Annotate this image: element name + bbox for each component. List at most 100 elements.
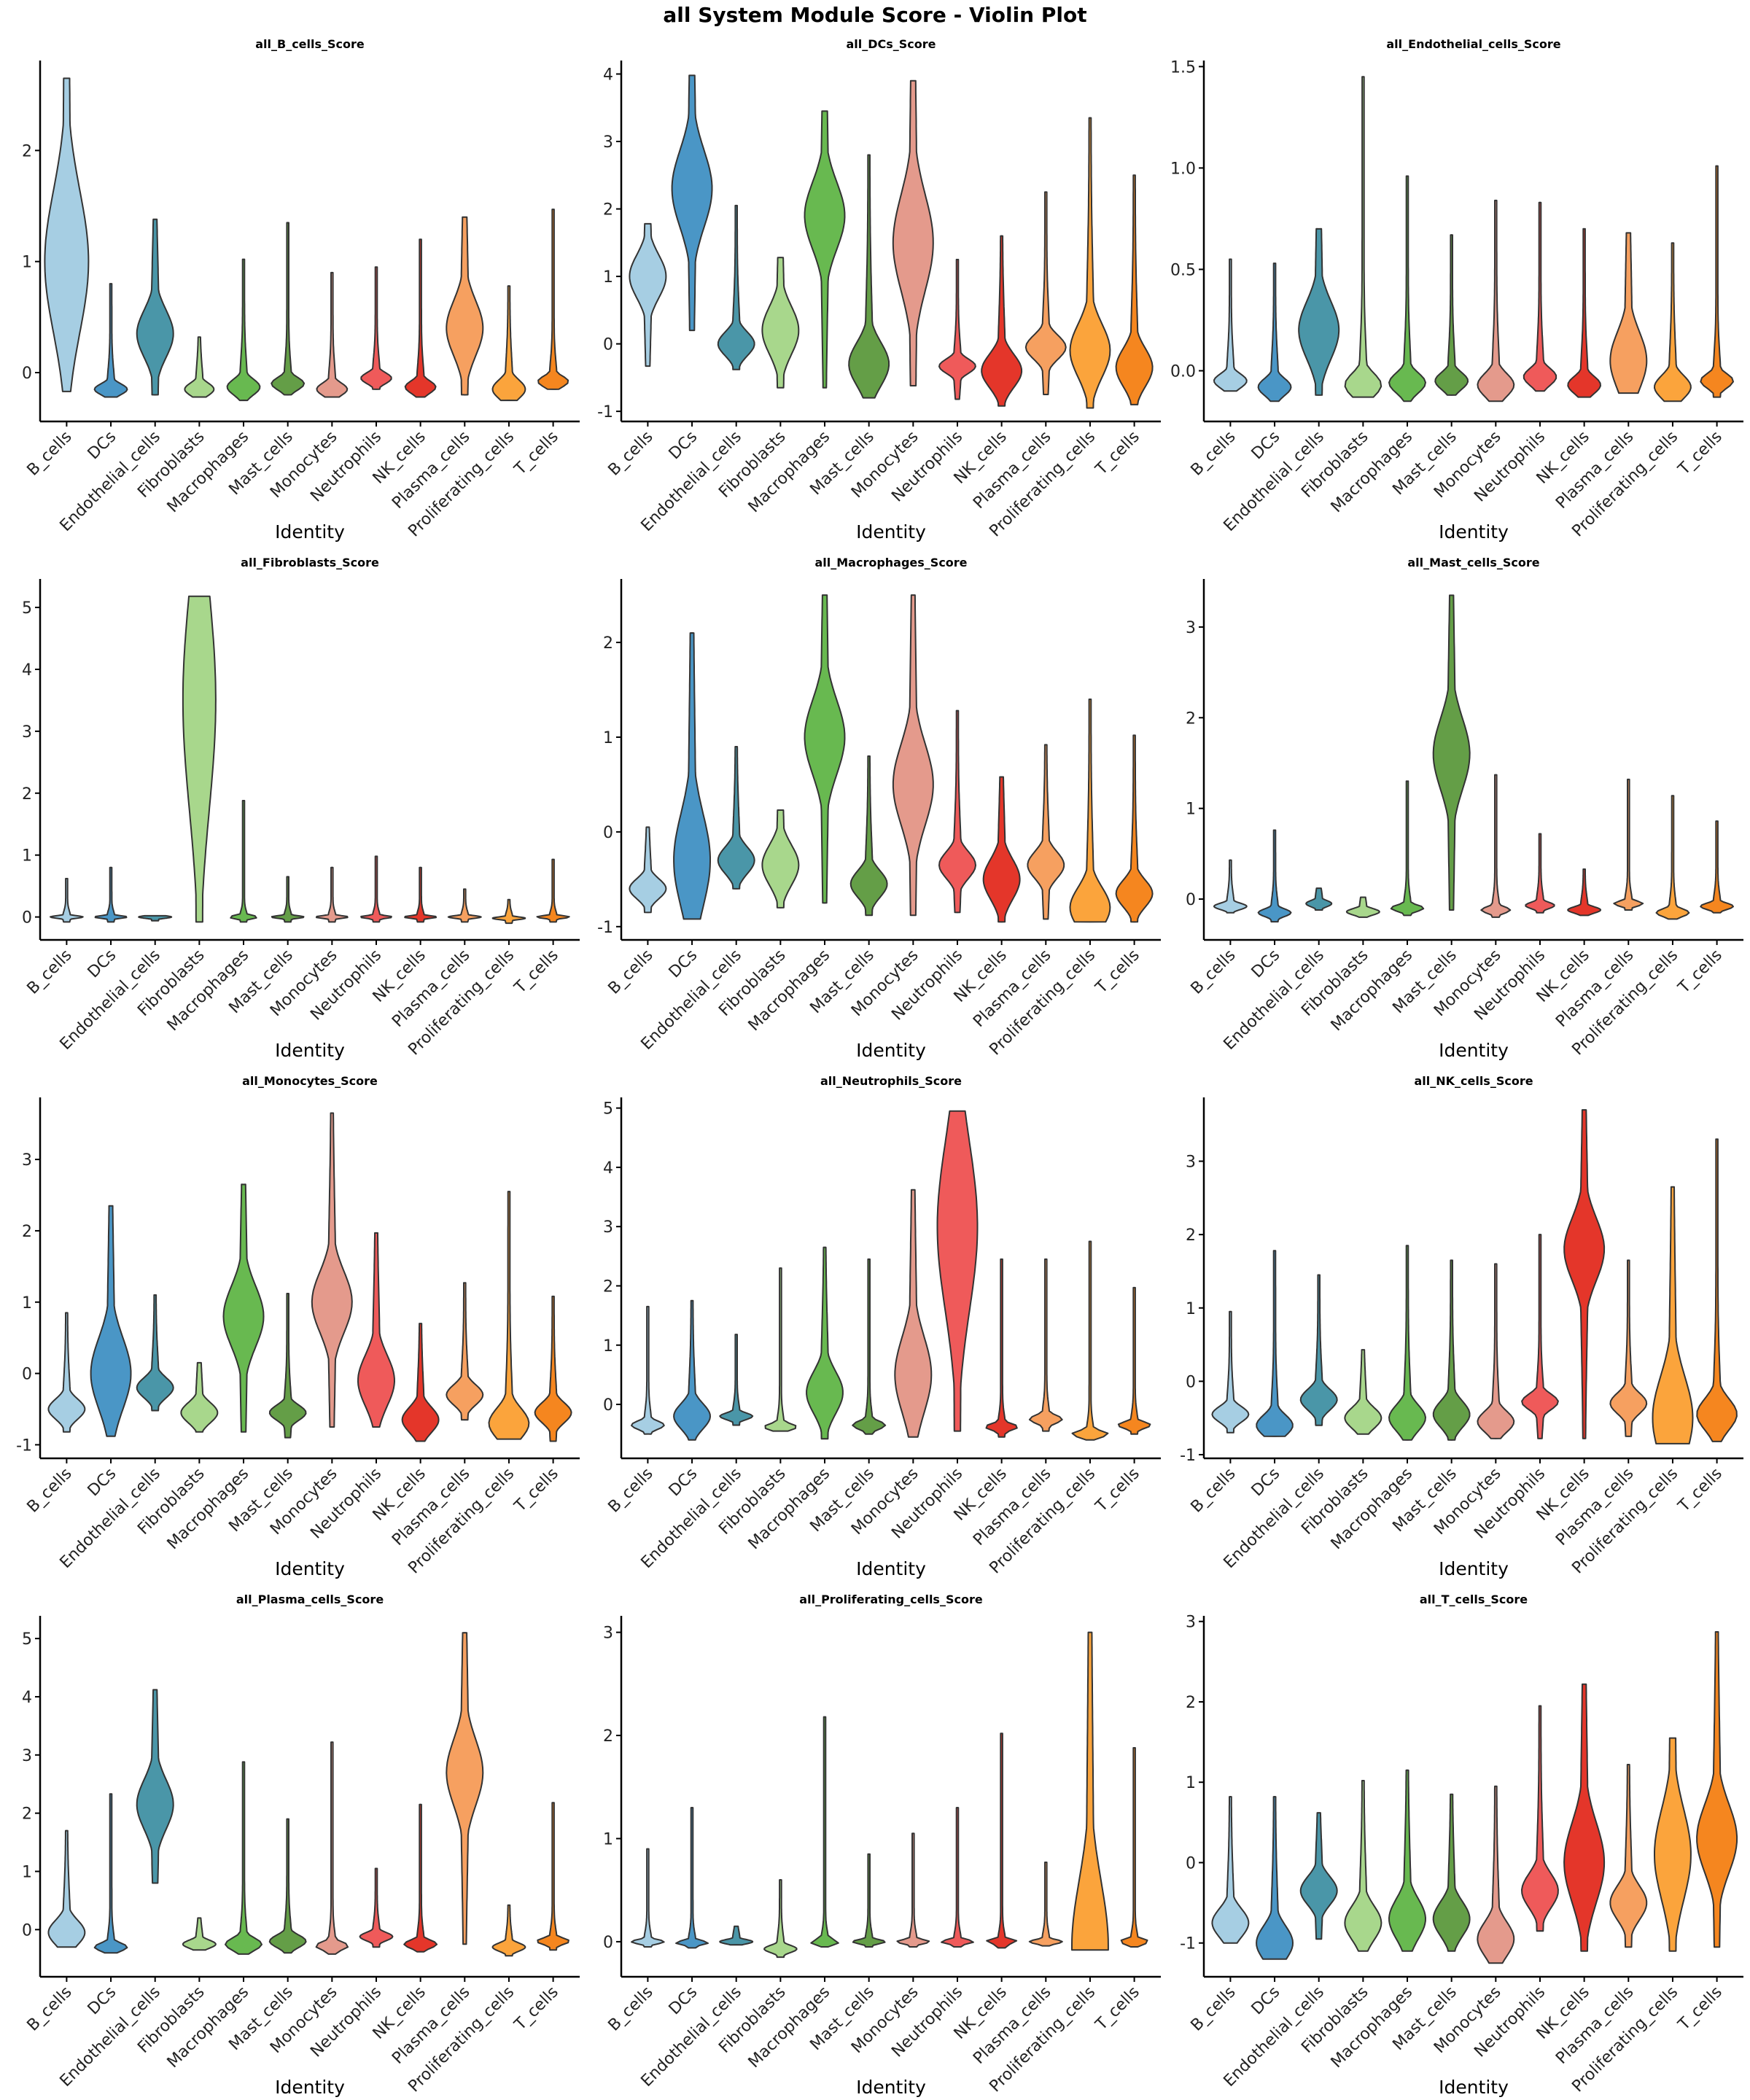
violin-Macrophages [804, 110, 846, 389]
violin-Neutrophils [938, 258, 976, 400]
violin-Neutrophils [1521, 1705, 1559, 1932]
violin-Plasma_cells [1609, 232, 1648, 394]
y-tick-label: 4 [22, 661, 32, 680]
x-tick-label: Plasma_cells [970, 1465, 1054, 1549]
y-tick-label: 3 [22, 723, 32, 742]
x-tick-label: T_cells [1674, 1983, 1726, 2035]
x-axis-title: Identity [1439, 1558, 1509, 1579]
x-tick-label: DCs [666, 946, 701, 982]
y-tick-label: 3 [603, 1218, 613, 1237]
violin-Fibroblasts [761, 257, 800, 389]
violin-Plasma_cells [1609, 1259, 1648, 1437]
x-tick-label: T_cells [1092, 1465, 1143, 1517]
x-axis-title: Identity [856, 2077, 926, 2098]
violin-NK_cells [401, 1323, 440, 1442]
x-tick-label: Plasma_cells [1552, 946, 1637, 1031]
y-tick-label: 4 [22, 1689, 32, 1707]
violin-Monocytes [892, 594, 934, 917]
violin-Mast_cells [271, 876, 305, 923]
y-tick-label: 1 [22, 1294, 32, 1312]
violin-B_cells [47, 1829, 86, 1948]
y-tick-label: 0 [22, 909, 32, 928]
panel-title: all_Plasma_cells_Score [236, 1592, 384, 1606]
y-tick-label: 3 [603, 1625, 613, 1643]
violin-NK_cells [1563, 1683, 1606, 1952]
violin-Neutrophils [1521, 1234, 1559, 1439]
y-tick-label: 1 [1186, 1774, 1196, 1792]
violin-B_cells [1213, 859, 1248, 914]
violin-Plasma_cells [446, 1632, 484, 1945]
x-axis-title: Identity [275, 1040, 345, 1061]
violin-T_cells [1117, 1286, 1151, 1435]
x-axis-title: Identity [275, 2077, 345, 2098]
x-tick-label: Plasma_cells [970, 946, 1054, 1031]
violin-Fibroblasts [180, 1361, 219, 1433]
violin-Endothelial_cells [136, 1294, 174, 1412]
y-tick-label: 0 [22, 365, 32, 383]
x-tick-label: T_cells [1674, 428, 1726, 480]
x-tick-label: Plasma_cells [1552, 1983, 1637, 2068]
violin-Fibroblasts [1344, 76, 1382, 398]
y-tick-label: 0 [22, 1366, 32, 1384]
y-tick-label: 2 [22, 785, 32, 804]
violin-Macrophages [1388, 175, 1426, 402]
violin-Mast_cells [852, 1853, 886, 1948]
violin-Proliferating_cells [1654, 242, 1692, 402]
x-tick-label: B_cells [1188, 428, 1240, 480]
x-tick-label: Plasma_cells [389, 946, 473, 1031]
y-tick-label: 3 [1186, 1154, 1196, 1172]
violin-Fibroblasts [761, 809, 800, 909]
y-tick-label: -1 [1180, 1447, 1196, 1465]
y-tick-label: -1 [16, 1436, 32, 1455]
x-axis-title: Identity [275, 521, 345, 542]
violin-DCs [675, 1807, 709, 1949]
x-tick-label: DCs [1248, 946, 1284, 982]
panel-title: all_Endothelial_cells_Score [1386, 37, 1560, 51]
y-tick-label: 2 [22, 142, 32, 160]
y-tick-label: 1 [603, 268, 613, 287]
violin-Macrophages [226, 258, 261, 402]
y-tick-label: 1 [603, 1830, 613, 1848]
violin-Plasma_cells [447, 888, 482, 923]
panel-title: all_Neutrophils_Score [820, 1074, 962, 1088]
violin-Plasma_cells [1028, 1258, 1063, 1432]
violin-Plasma_cells [1024, 191, 1067, 395]
y-tick-label: 2 [603, 634, 613, 653]
y-tick-label: 2 [603, 1278, 613, 1296]
violin-Proliferating_cells [491, 898, 526, 925]
y-tick-label: 2 [1186, 1226, 1196, 1245]
y-tick-label: -1 [1180, 1935, 1196, 1953]
y-tick-label: 0 [603, 1934, 613, 1952]
y-tick-label: 1 [603, 1337, 613, 1356]
violin-T_cells [1696, 1631, 1738, 1948]
violin-Mast_cells [271, 222, 306, 396]
x-tick-label: DCs [666, 428, 701, 464]
violin-Monocytes [1477, 1263, 1515, 1439]
violin-Endothelial_cells [136, 1689, 174, 1884]
y-tick-label: 1 [22, 254, 32, 272]
violin-Neutrophils [941, 1807, 974, 1948]
violin-Neutrophils [359, 1867, 394, 1948]
y-tick-label: 2 [603, 201, 613, 219]
violin-Fibroblasts [184, 336, 215, 398]
x-tick-label: B_cells [605, 946, 657, 998]
x-tick-label: Plasma_cells [970, 428, 1054, 513]
violin-T_cells [536, 858, 570, 923]
violin-Endothelial_cells [138, 914, 173, 922]
y-tick-label: 3 [1186, 1614, 1196, 1632]
x-tick-label: Plasma_cells [970, 1983, 1054, 2068]
violin-Proliferating_cells [1071, 1240, 1109, 1441]
panel-title: all_Monocytes_Score [242, 1074, 378, 1088]
violin-Endothelial_cells [719, 1925, 754, 1946]
violin-Proliferating_cells [1071, 1631, 1109, 1951]
panel-all_Proliferating_cells_Score: all_Proliferating_cells_Score 0 1 2 3 B_cells… [603, 1592, 1161, 2098]
violin-Neutrophils [1525, 833, 1555, 914]
violin-NK_cells [404, 866, 438, 923]
violin-Fibroblasts [182, 1917, 217, 1951]
x-tick-label: Plasma_cells [389, 1465, 473, 1549]
